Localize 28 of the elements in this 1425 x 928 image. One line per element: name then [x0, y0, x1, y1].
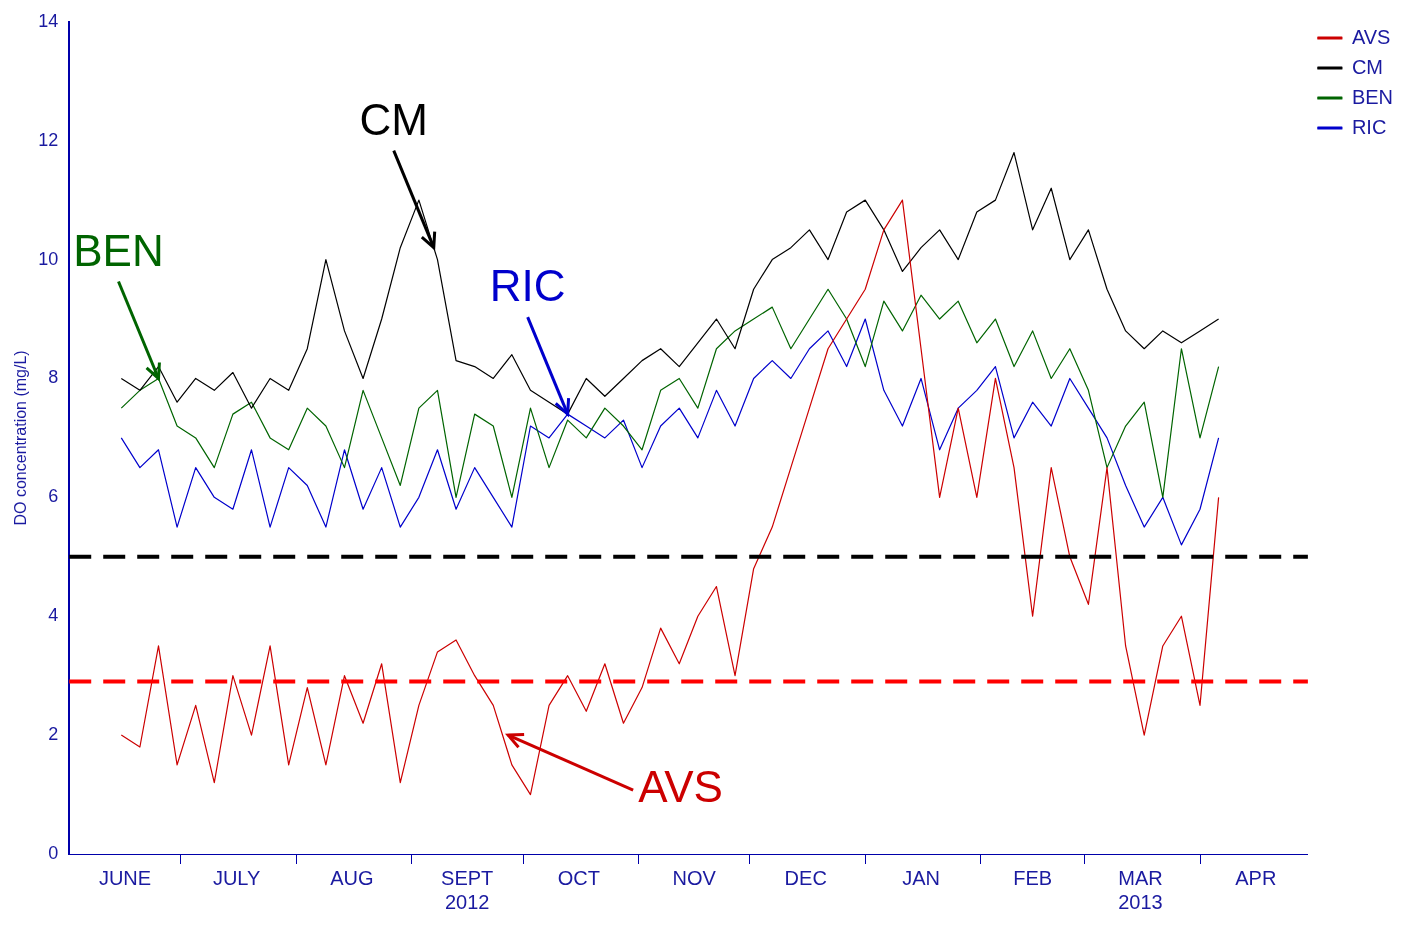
x-tick-label: SEPT 2012 — [441, 866, 494, 913]
annotation: RIC — [489, 261, 566, 311]
x-tick-label: FEB — [1013, 866, 1053, 889]
y-tick-label: 4 — [48, 605, 59, 626]
x-tick-label: NOV — [672, 866, 717, 889]
y-tick-label: 14 — [38, 10, 59, 31]
x-tick-label: MAR 2013 — [1118, 866, 1163, 913]
y-tick-label: 2 — [48, 724, 59, 745]
x-tick-label: OCT — [557, 866, 600, 889]
legend-label: CM — [1351, 55, 1383, 78]
legend-label: BEN — [1351, 85, 1393, 108]
x-tick-label: DEC — [784, 866, 827, 889]
y-tick-label: 6 — [48, 486, 59, 507]
annotation: BEN — [73, 225, 164, 275]
x-tick-label: JAN — [902, 866, 940, 889]
y-tick-label: 10 — [38, 248, 59, 269]
x-tick-label: JUNE — [98, 866, 152, 889]
x-tick-label: APR — [1235, 866, 1277, 889]
y-tick-label: 8 — [48, 367, 59, 388]
x-tick-label: JULY — [212, 866, 261, 889]
x-tick-label: AUG — [330, 866, 374, 889]
annotation: CM — [359, 94, 428, 144]
legend-label: RIC — [1351, 115, 1387, 138]
annotation: AVS — [638, 762, 723, 812]
legend-label: AVS — [1351, 25, 1391, 48]
y-tick-label: 12 — [38, 129, 59, 150]
y-tick-label: 0 — [48, 842, 59, 863]
y-axis-title: DO concentration (mg/L) — [12, 350, 30, 526]
